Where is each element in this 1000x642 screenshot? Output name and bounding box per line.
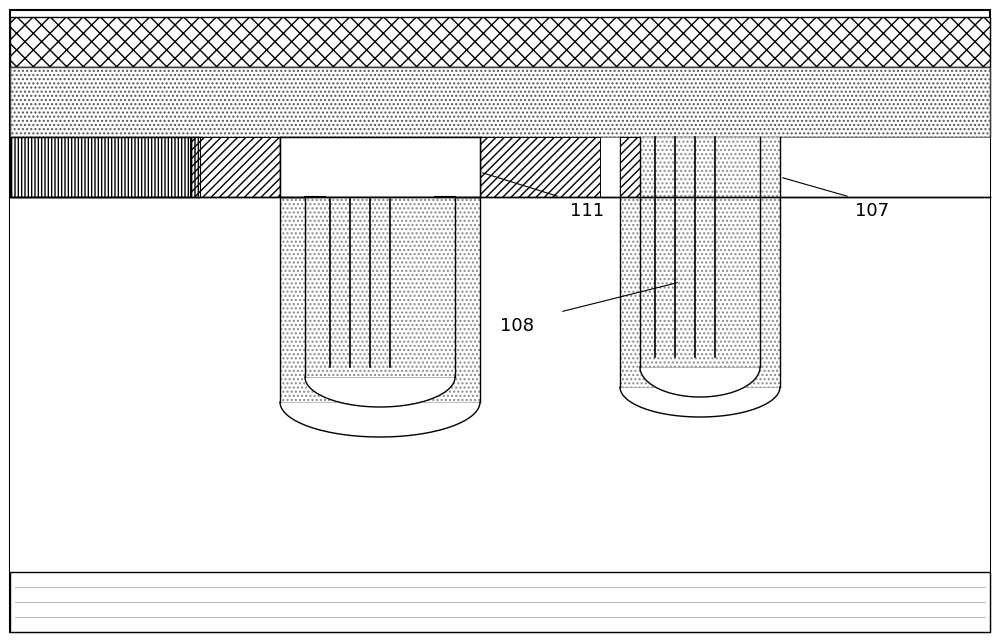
- Bar: [620, 137, 780, 387]
- Polygon shape: [305, 377, 455, 407]
- Bar: [480, 137, 600, 197]
- Bar: [305, 197, 455, 377]
- Bar: [10, 572, 990, 632]
- Bar: [10, 137, 200, 197]
- Bar: [10, 67, 990, 137]
- Polygon shape: [280, 402, 480, 437]
- Text: 108: 108: [500, 317, 534, 335]
- Bar: [10, 17, 990, 67]
- Bar: [280, 137, 480, 402]
- Bar: [620, 137, 650, 197]
- Bar: [190, 137, 280, 197]
- Bar: [10, 17, 990, 67]
- Bar: [620, 137, 650, 197]
- Bar: [305, 197, 455, 377]
- Bar: [640, 137, 760, 367]
- Text: 107: 107: [855, 202, 889, 220]
- Polygon shape: [640, 367, 760, 397]
- Bar: [10, 137, 200, 197]
- Bar: [280, 137, 480, 197]
- Bar: [190, 137, 280, 197]
- Bar: [10, 137, 990, 632]
- Polygon shape: [620, 387, 780, 417]
- Bar: [480, 137, 600, 197]
- Bar: [280, 137, 480, 402]
- Bar: [10, 67, 990, 137]
- Bar: [620, 137, 780, 387]
- Text: 111: 111: [570, 202, 604, 220]
- Bar: [280, 137, 480, 197]
- Bar: [640, 137, 760, 367]
